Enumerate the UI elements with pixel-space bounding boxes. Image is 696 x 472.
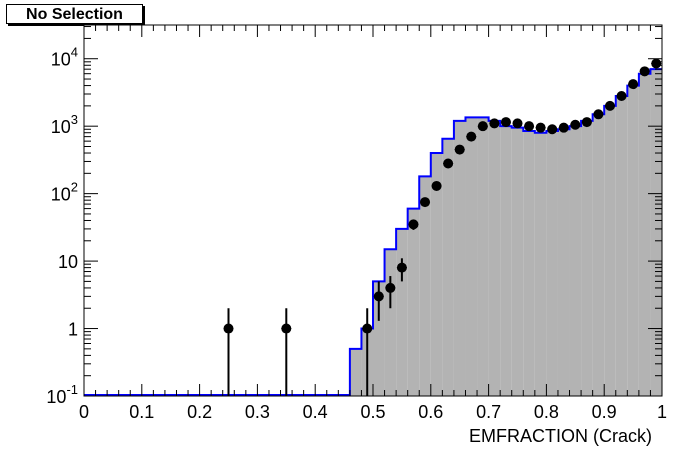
y-tick-label: 102	[51, 180, 78, 205]
mc-bin-fill	[465, 117, 478, 397]
axes-layer: 0 0.1 0.2 0.3 0.4 0.5 0.6 0.7 0.8 0.9 1 10-1 1 10 102 1…	[46, 24, 667, 422]
y-tick-label: 1	[68, 320, 78, 340]
data-point	[396, 262, 407, 273]
data-point	[500, 117, 511, 128]
x-axis-title: EMFRACTION (Crack)	[469, 426, 652, 446]
mc-bin-fill	[650, 69, 662, 396]
x-tick-label: 1	[657, 402, 667, 422]
mc-bin-fill	[523, 130, 535, 397]
data-point	[385, 282, 396, 293]
data-point	[477, 121, 488, 132]
data-point	[558, 122, 569, 133]
x-tick-label: 0.6	[418, 402, 443, 422]
selection-label: No Selection	[6, 4, 143, 24]
data-point	[547, 124, 558, 135]
data-point	[512, 118, 523, 129]
data-point	[524, 121, 535, 132]
data-point	[408, 219, 419, 230]
data-point	[604, 100, 615, 111]
mc-bin-fill	[396, 228, 408, 396]
data-points-layer	[223, 58, 662, 396]
x-tick-label: 0.5	[360, 402, 385, 422]
data-point	[651, 58, 662, 69]
data-point	[223, 323, 234, 334]
mc-bin-fill	[453, 120, 466, 396]
data-point	[535, 122, 546, 133]
x-tick-label: 0	[79, 402, 89, 422]
mc-fill-layer	[349, 69, 662, 397]
mc-bin-fill	[569, 126, 582, 396]
mc-bin-fill	[477, 117, 489, 397]
y-tick-label: 103	[51, 112, 78, 137]
y-tick-label: 10-1	[46, 382, 78, 407]
x-tick-label: 0.4	[303, 402, 328, 422]
mc-bin-fill	[638, 73, 651, 396]
x-tick-label: 0.3	[245, 402, 270, 422]
data-point	[489, 118, 500, 129]
data-point	[628, 79, 639, 90]
data-point	[593, 109, 604, 120]
mc-bin-fill	[373, 281, 385, 396]
mc-bin-fill	[534, 132, 547, 396]
mc-bin-fill	[604, 105, 616, 396]
x-tick-label: 0.1	[129, 402, 154, 422]
mc-bin-fill	[500, 126, 512, 396]
mc-bin-fill	[557, 129, 570, 396]
data-point	[616, 91, 627, 102]
data-point	[581, 117, 592, 128]
x-tick-label: 0.8	[534, 402, 559, 422]
data-point	[443, 158, 454, 169]
mc-bin-fill	[592, 114, 605, 397]
x-tick-label: 0.9	[592, 402, 617, 422]
x-tick-label: 0.2	[187, 402, 212, 422]
data-point	[362, 323, 373, 334]
data-point	[420, 197, 431, 208]
data-point	[373, 291, 384, 302]
mc-bin-fill	[511, 127, 524, 397]
data-point	[281, 323, 292, 334]
data-point	[454, 144, 465, 155]
mc-bin-fill	[615, 96, 628, 396]
mc-bin-fill	[627, 85, 639, 397]
mc-bin-fill	[384, 249, 397, 396]
mc-bin-fill	[430, 153, 443, 396]
data-point	[431, 180, 442, 191]
mc-bin-fill	[407, 208, 420, 396]
mc-outline-layer	[84, 68, 662, 396]
data-point	[639, 66, 650, 77]
mc-bin-fill	[349, 348, 362, 396]
y-tick-label: 10	[58, 252, 78, 272]
data-point	[570, 119, 581, 130]
y-tick-label: 104	[51, 45, 78, 70]
mc-bin-fill	[419, 176, 431, 396]
mc-outline	[84, 68, 662, 396]
mc-bin-fill	[488, 120, 501, 396]
mc-bin-fill	[581, 120, 593, 396]
mc-bin-fill	[442, 138, 454, 396]
data-point	[466, 131, 477, 142]
x-tick-label: 0.7	[476, 402, 501, 422]
mc-bin-fill	[546, 130, 558, 397]
